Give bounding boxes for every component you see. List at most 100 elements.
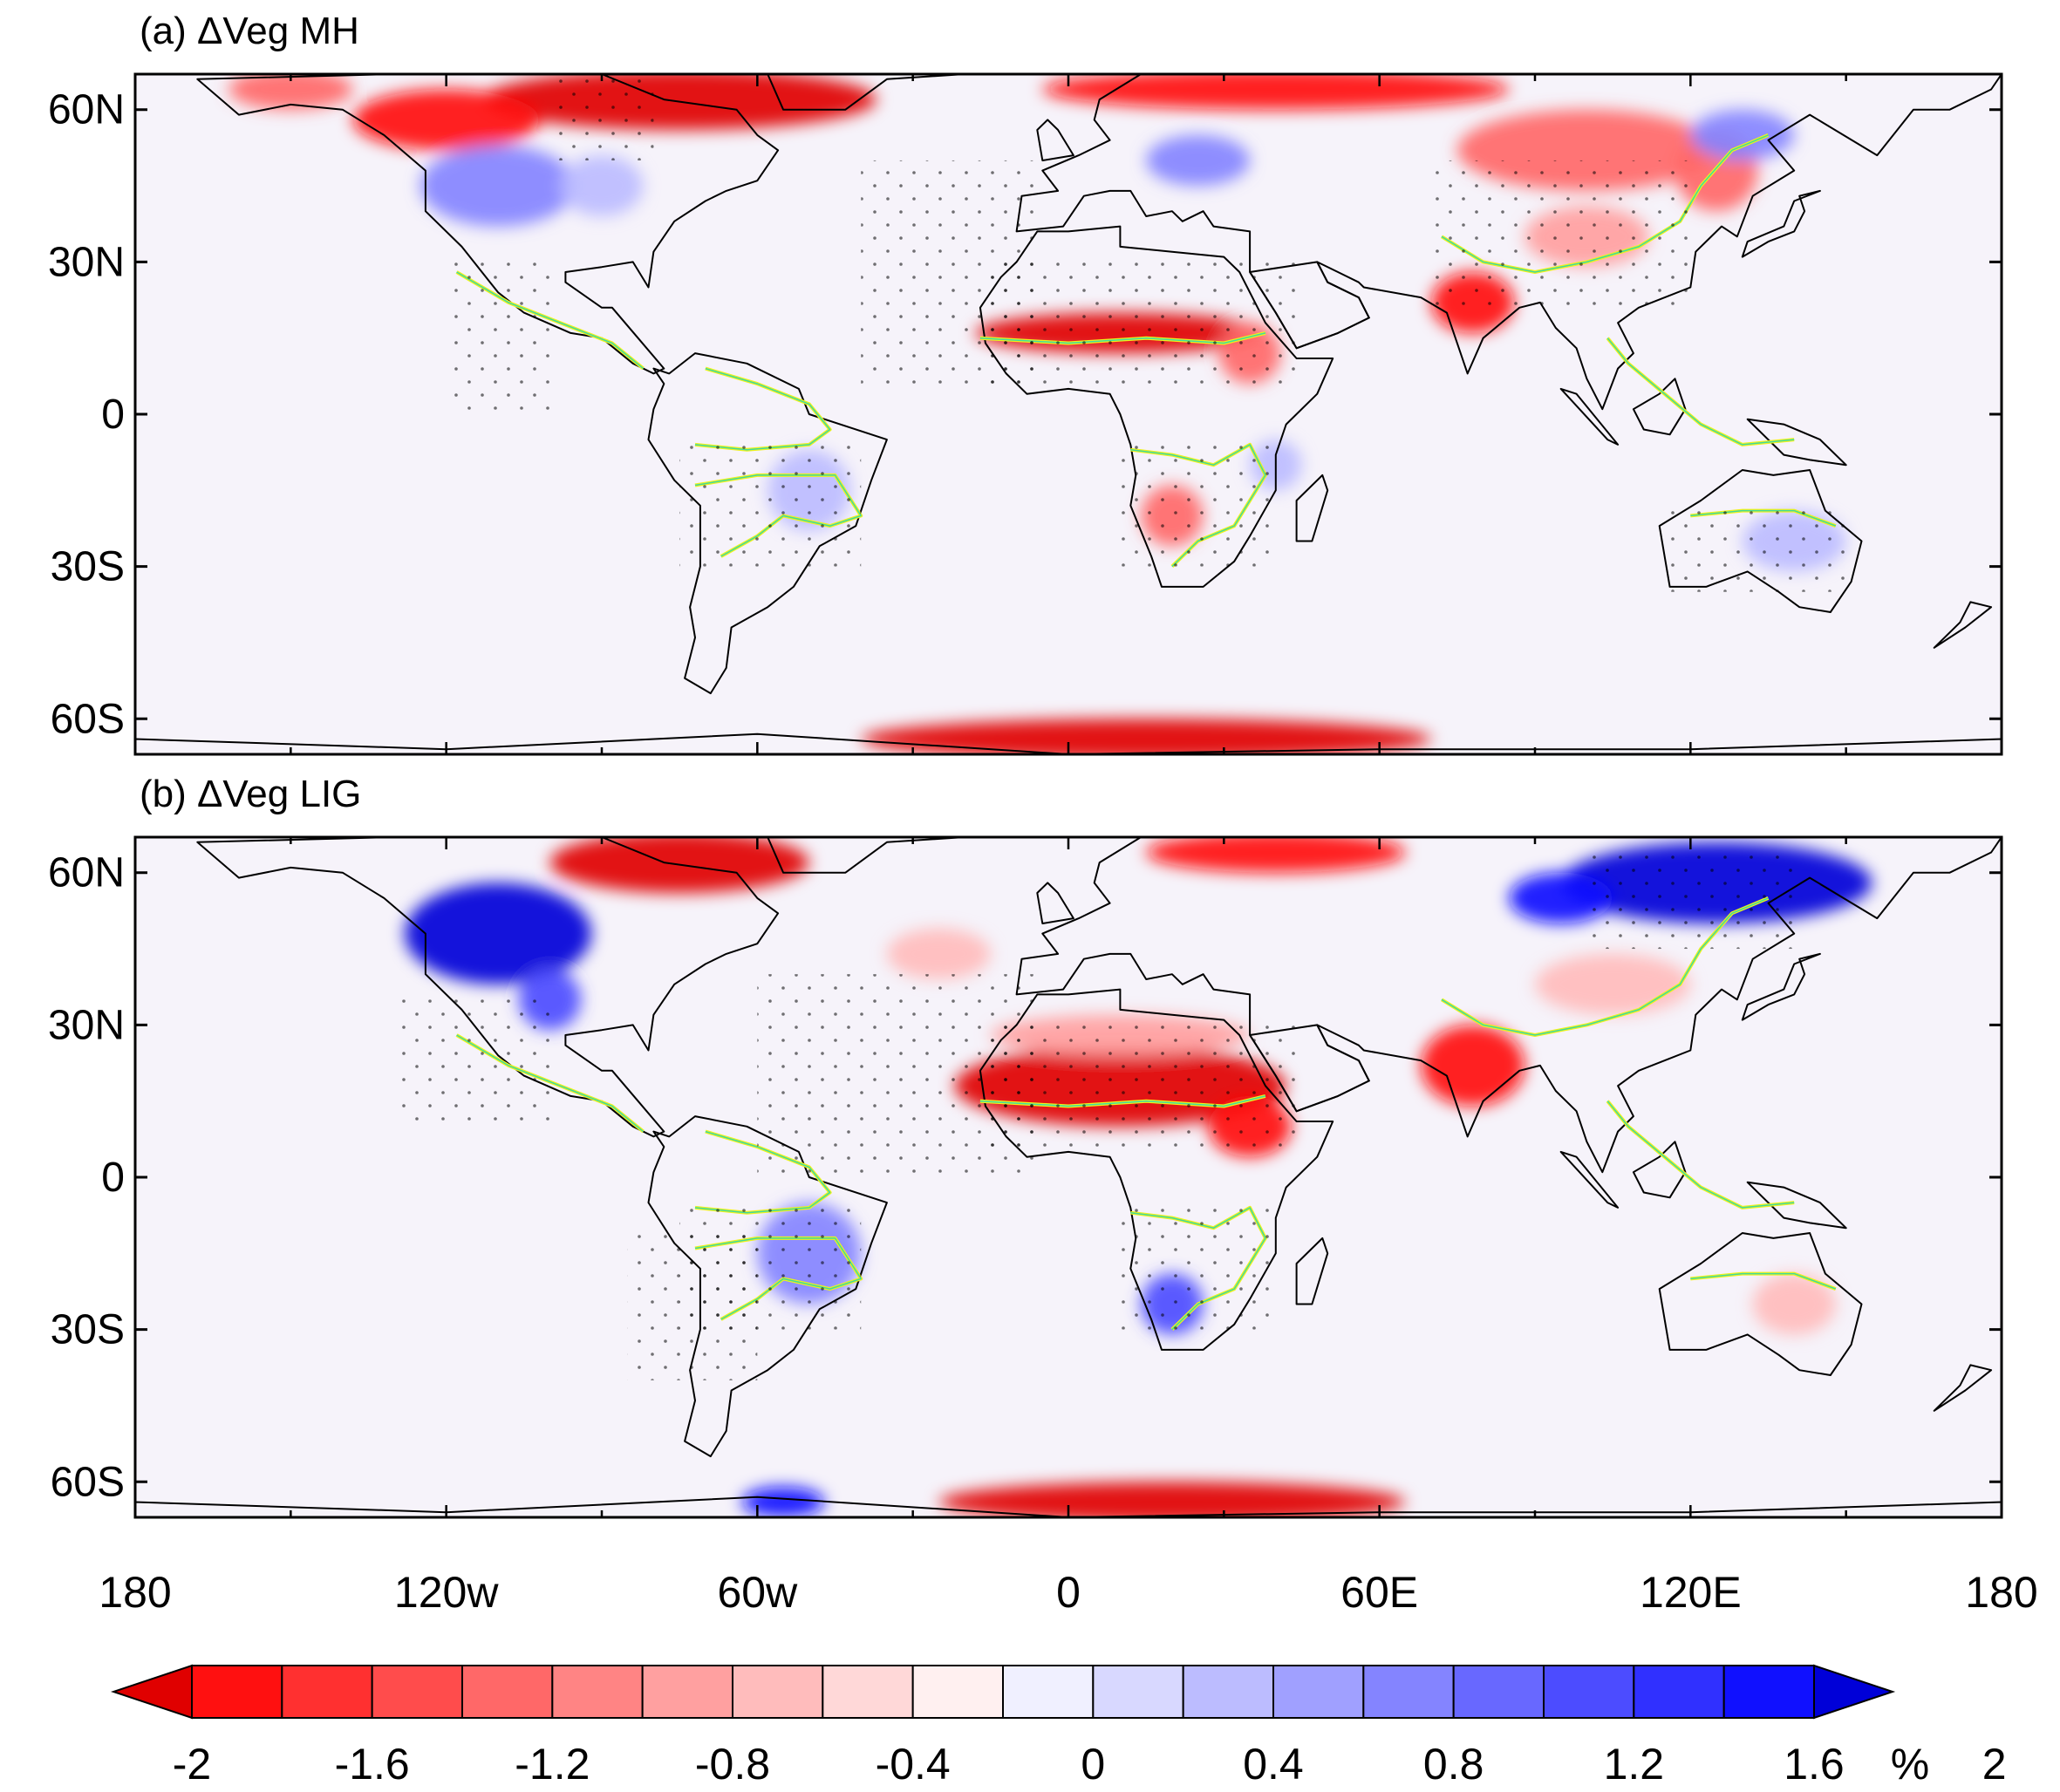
colorbar-label: 0.4: [1243, 1740, 1304, 1788]
colorbar-swatch: [911, 1665, 1004, 1719]
anomaly-blob: [1752, 1273, 1836, 1335]
anomaly-blob: [741, 1487, 825, 1517]
lon-ticks-a: [133, 74, 2003, 754]
lat-label: 30N: [48, 239, 125, 285]
colorbar-swatch: [281, 1665, 373, 1719]
coastline-new-zealand: [1933, 1364, 1993, 1412]
lon-label: 180: [99, 1568, 171, 1617]
coastline-madagascar: [1295, 474, 1329, 542]
significance-stipple: [990, 262, 1302, 389]
lat-label: 60N: [48, 87, 125, 133]
colorbar-swatch: [822, 1665, 914, 1719]
colorbar: -2 -1.6 -1.2 -0.8 -0.4 0 0.4 0.8 1.2 1.6 2%: [110, 1664, 2007, 1789]
significance-stipple: [1120, 1203, 1276, 1330]
stippling-a: [446, 74, 1846, 592]
coastline-north-america: [196, 74, 780, 375]
coastline-uk: [1036, 882, 1074, 924]
colorbar-swatch: [1452, 1665, 1545, 1719]
coastline-africa: [979, 988, 1334, 1351]
anomaly-blob: [1690, 109, 1795, 160]
panel-b: (b) ΔVeg LIG 60N 30N 0 30S 60S: [48, 773, 2003, 1519]
significance-stipple: [1586, 847, 1795, 950]
colorbar-swatch: [1002, 1665, 1095, 1719]
anomaly-blob: [1146, 134, 1251, 187]
lon-label: 120w: [394, 1568, 499, 1617]
panel-a: (a) ΔVeg MH 60N 30N 0 30S 60S: [48, 10, 2003, 756]
colorbar-under-arrow: [110, 1664, 193, 1720]
colorbar-swatch: [1272, 1665, 1365, 1719]
greening-contour-inner: [1690, 1272, 1837, 1290]
anomaly-blob: [560, 155, 644, 216]
anomaly-blob: [886, 928, 991, 979]
coastline-madagascar: [1295, 1237, 1329, 1305]
colorbar-swatch: [641, 1665, 734, 1719]
significance-stipple: [446, 262, 550, 414]
colorbar-swatch: [1182, 1665, 1274, 1719]
lon-label: 0: [1056, 1568, 1081, 1617]
coastline-north-america: [196, 837, 780, 1138]
colorbar-label: 1.2: [1604, 1740, 1665, 1788]
anomaly-blob: [482, 74, 877, 131]
lat-label: 0: [101, 1155, 125, 1201]
significance-stipple: [1120, 439, 1276, 567]
map-b: [135, 837, 2002, 1517]
lat-label: 30N: [48, 1002, 125, 1048]
colorbar-swatch: [551, 1665, 644, 1719]
colorbar-swatch: [1543, 1665, 1635, 1719]
colorbar-swatch: [1633, 1665, 1725, 1719]
greening-contour-inner: [1606, 337, 1795, 446]
colorbar-label: -0.8: [695, 1740, 770, 1788]
lat-label: 30S: [51, 1307, 125, 1353]
lon-label: 60w: [717, 1568, 798, 1617]
lat-label: 60N: [48, 850, 125, 896]
stippling-b: [394, 847, 1795, 1380]
map-a: [135, 74, 2002, 754]
anomaly-blob: [405, 882, 592, 985]
coastline-australia: [1658, 1232, 1863, 1376]
colorbar-swatch: [191, 1665, 283, 1719]
lat-label: 30S: [51, 544, 125, 590]
coastline-greenland: [767, 837, 966, 874]
significance-stipple: [1664, 505, 1846, 592]
coastline-japan: [1741, 189, 1821, 258]
coastline-sumatra: [1559, 1150, 1620, 1209]
colorbar-over-arrow: [1813, 1664, 1896, 1720]
lat-label: 60S: [51, 696, 125, 742]
lat-ticks-a: 60N 30N 0 30S 60S: [48, 87, 2002, 742]
anomaly-blob: [1535, 953, 1691, 1015]
anomaly-blob: [229, 74, 353, 110]
colorbar-label: 0: [1081, 1740, 1105, 1788]
colorbar-swatch: [1722, 1665, 1815, 1719]
coastline-uk: [1036, 119, 1074, 161]
coastline-new-guinea: [1746, 1181, 1847, 1230]
coastline-new-guinea: [1746, 418, 1847, 467]
lon-label: 60E: [1340, 1568, 1418, 1617]
coastline-south-america: [647, 352, 888, 695]
colorbar-label: 2: [1982, 1740, 2007, 1788]
lat-ticks-b: 60N 30N 0 30S 60S: [48, 850, 2002, 1505]
panel-b-title: (b) ΔVeg LIG: [140, 773, 361, 815]
colorbar-swatch: [461, 1665, 554, 1719]
lon-ticks-b: [133, 837, 2003, 1517]
coastline-africa: [979, 225, 1334, 588]
coastline-new-zealand: [1933, 601, 1993, 649]
coastline-greenland: [767, 74, 966, 111]
colorbar-label: -1.2: [515, 1740, 590, 1788]
coastline-eurasia: [1015, 837, 2002, 1174]
coastline-sumatra: [1559, 387, 1620, 446]
lat-label: 0: [101, 392, 125, 438]
colorbar-label: 0.8: [1423, 1740, 1484, 1788]
continents-a: [135, 74, 2002, 754]
colorbar-swatch: [371, 1665, 463, 1719]
anomaly-blob: [1042, 74, 1510, 110]
longitude-labels: 180 120w 60w 0 60E 120E 180: [99, 1568, 2037, 1617]
lat-label: 60S: [51, 1459, 125, 1505]
colorbar-label: -2: [173, 1740, 211, 1788]
coastline-eurasia: [1015, 74, 2002, 411]
colorbar-unit: %: [1891, 1740, 1929, 1788]
significance-stipple: [1431, 160, 1691, 313]
colorbar-label: -1.6: [335, 1740, 410, 1788]
colorbar-swatch: [1092, 1665, 1184, 1719]
anomaly-blob: [420, 145, 576, 227]
